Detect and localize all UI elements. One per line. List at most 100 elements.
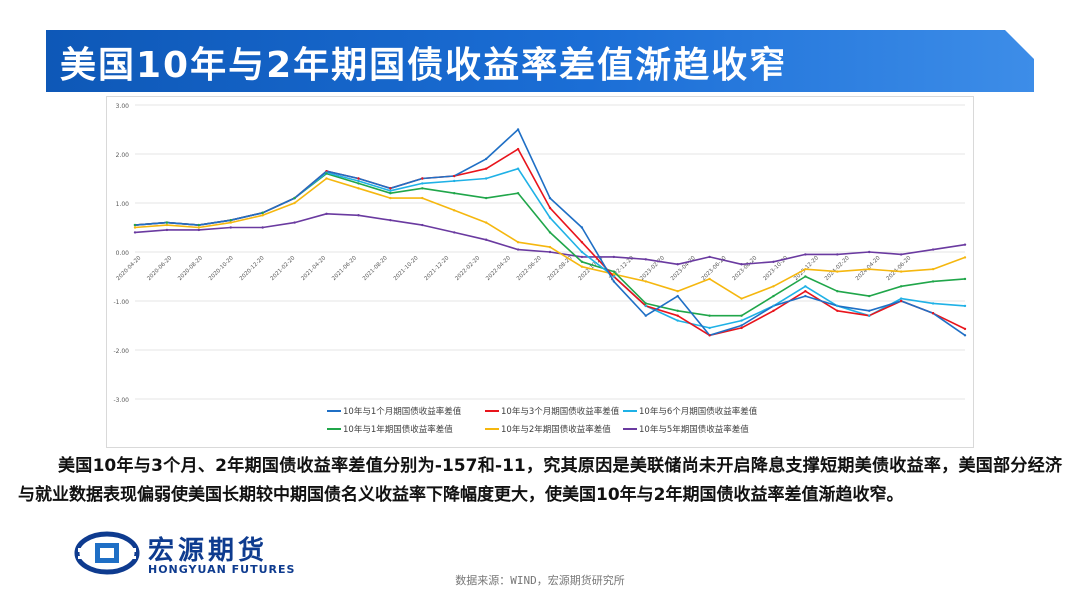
data-point <box>868 250 871 254</box>
data-point <box>676 314 679 317</box>
legend-label: 10年与1个月期国债收益率差值 <box>343 406 462 417</box>
data-point <box>325 177 328 180</box>
data-point <box>516 167 520 170</box>
data-point <box>708 326 711 330</box>
line-chart: 3.00 2.00 1.00 0.00 -1.00 -2.00 -3.00 2020-04-2… <box>113 103 967 435</box>
x-tick-label: 2023-04-20 <box>670 255 697 282</box>
data-point <box>484 157 488 161</box>
data-point <box>676 319 679 322</box>
data-point <box>899 285 903 288</box>
data-point <box>644 304 647 308</box>
data-point <box>293 196 296 200</box>
data-point <box>389 187 392 190</box>
data-point <box>165 221 169 224</box>
data-point <box>453 174 456 178</box>
legend-label: 10年与1年期国债收益率差值 <box>343 424 453 435</box>
data-point <box>421 223 424 227</box>
data-point <box>165 228 169 232</box>
data-point <box>165 223 169 227</box>
data-point <box>389 192 392 195</box>
data-point <box>516 192 520 195</box>
page-title: 美国10年与2年期国债收益率差值渐趋收窄 <box>60 45 788 86</box>
data-point <box>963 277 967 281</box>
x-tick-label: 2021-06-20 <box>331 255 358 282</box>
legend-label: 10年与6个月期国债收益率差值 <box>639 406 758 417</box>
data-point <box>516 248 520 251</box>
x-tick-label: 2022-06-20 <box>516 255 543 282</box>
title-bar-corner <box>1005 30 1035 60</box>
data-point <box>421 177 424 180</box>
legend-label: 10年与2年期国债收益率差值 <box>501 424 611 435</box>
data-point <box>357 214 360 217</box>
data-point <box>421 182 424 185</box>
data-point <box>740 326 743 330</box>
data-point <box>389 196 392 200</box>
data-point <box>484 221 488 224</box>
data-point <box>868 309 871 312</box>
data-point <box>708 255 711 259</box>
data-point <box>836 304 839 308</box>
data-point <box>708 334 711 337</box>
data-point <box>133 226 137 229</box>
data-point <box>229 226 232 229</box>
data-point <box>804 267 807 271</box>
x-tick-label: 2023-08-20 <box>732 255 759 282</box>
data-point <box>740 319 743 322</box>
data-point <box>325 212 328 215</box>
data-point <box>293 201 296 205</box>
logo-english-name: HONGYUAN FUTURES <box>148 563 296 576</box>
data-point <box>548 196 552 200</box>
data-point <box>804 294 807 298</box>
data-point <box>804 275 807 278</box>
data-point <box>740 324 743 327</box>
title-bar: 美国10年与2年期国债收益率差值渐趋收窄 <box>46 30 1035 92</box>
x-tick-label: 2021-12-20 <box>424 255 451 282</box>
data-point <box>899 299 903 303</box>
data-point <box>293 221 296 224</box>
data-point <box>612 280 616 283</box>
data-point <box>580 265 584 268</box>
data-point <box>389 218 392 222</box>
data-point <box>963 334 967 337</box>
data-point <box>580 250 584 254</box>
data-point <box>644 258 647 261</box>
x-tick-label: 2021-08-20 <box>362 255 389 282</box>
data-point <box>804 285 807 288</box>
data-point <box>197 228 201 232</box>
data-point <box>229 221 232 224</box>
series-line <box>134 172 966 317</box>
chart-frame: 3.00 2.00 1.00 0.00 -1.00 -2.00 -3.00 2020-04-2… <box>106 96 974 448</box>
data-point <box>836 290 839 293</box>
data-point <box>516 147 520 151</box>
y-tick-label: 0.00 <box>116 250 130 257</box>
x-tick-label: 2020-04-20 <box>116 255 143 282</box>
data-point <box>963 256 967 259</box>
data-point <box>899 253 903 256</box>
data-point <box>931 280 935 283</box>
x-tick-label: 2024-06-20 <box>886 255 913 282</box>
data-point <box>516 241 520 244</box>
data-point <box>580 226 584 229</box>
data-point <box>772 294 775 298</box>
data-point <box>325 172 328 175</box>
data-point <box>963 327 967 331</box>
x-tick-label: 2021-02-20 <box>270 255 297 282</box>
data-point <box>261 214 264 217</box>
x-tick-label: 2020-10-20 <box>208 255 235 282</box>
data-point <box>612 272 616 276</box>
x-tick-label: 2020-12-20 <box>239 255 266 282</box>
data-point <box>836 270 839 273</box>
data-point <box>580 241 584 244</box>
data-point <box>644 280 647 283</box>
x-tick-label: 2021-04-20 <box>300 255 327 282</box>
data-point <box>453 209 456 212</box>
data-point <box>197 223 201 227</box>
legend-label: 10年与5年期国债收益率差值 <box>639 424 749 435</box>
data-point <box>772 285 775 288</box>
data-point <box>453 179 456 183</box>
data-point <box>612 270 616 273</box>
y-tick-label: -1.00 <box>113 299 129 306</box>
logo-mark-icon <box>74 531 140 575</box>
data-point <box>868 294 871 298</box>
data-point <box>931 248 935 251</box>
